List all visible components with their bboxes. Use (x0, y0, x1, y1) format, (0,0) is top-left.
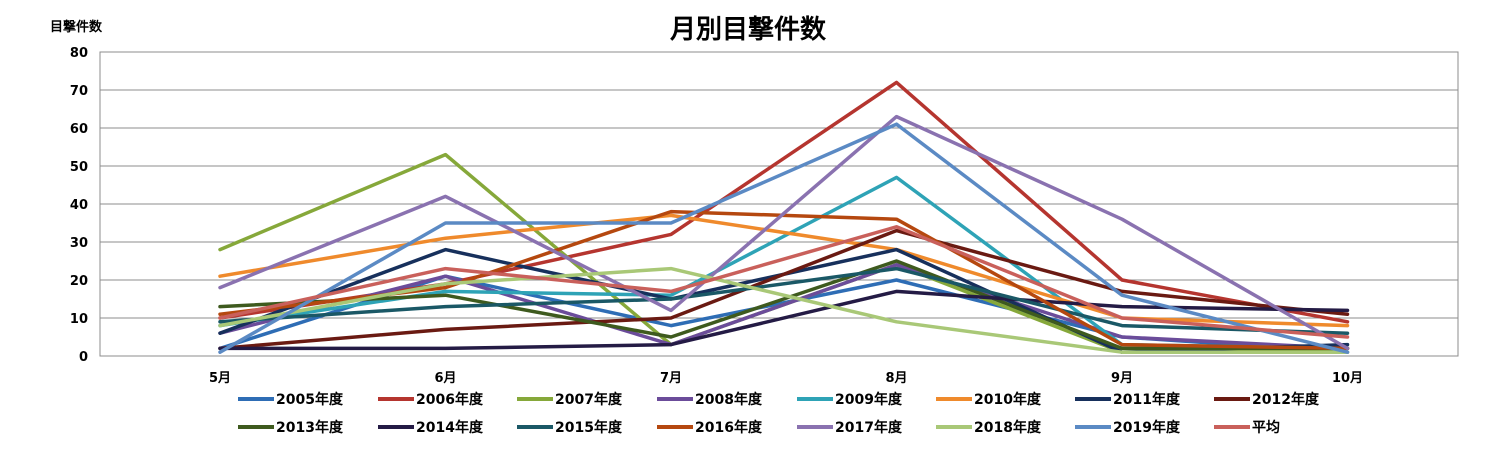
legend: 2005年度 2006年度 2007年度 2008年度 2009年度 2010年度 2011… (238, 391, 1320, 436)
legend-label: 2012年度 (1252, 391, 1320, 408)
x-tick-label: 6月 (434, 371, 456, 386)
legend-label: 2016年度 (695, 419, 763, 436)
y-tick-label: 10 (70, 312, 88, 327)
legend-label: 2015年度 (555, 419, 623, 436)
series-line (218, 228, 1350, 351)
legend-label: 2014年度 (416, 419, 484, 436)
x-tick-label: 10月 (1332, 371, 1363, 386)
legend-label: 2006年度 (416, 391, 484, 408)
series-line (218, 266, 1350, 354)
legend-label: 2019年度 (1113, 419, 1181, 436)
y-axis-label: 目撃件数 (50, 19, 103, 35)
legend-label: 2017年度 (835, 419, 903, 436)
x-tick-label: 5月 (209, 371, 231, 386)
legend-label: 2007年度 (555, 391, 623, 408)
y-tick-label: 30 (70, 236, 88, 251)
y-tick-label: 70 (70, 84, 88, 99)
x-tick-label: 7月 (660, 371, 682, 386)
grid-lines (100, 51, 1458, 319)
y-tick-label: 80 (70, 46, 88, 61)
chart-title: 月別目撃件数 (669, 15, 827, 45)
y-tick-label: 60 (70, 122, 88, 137)
series-line (218, 289, 1350, 351)
series-lines (218, 80, 1350, 354)
y-tick-label: 50 (70, 160, 88, 175)
y-axis-ticks: 0 10 20 30 40 50 60 70 80 (70, 46, 88, 365)
plot-border (99, 51, 1459, 357)
legend-label: 2009年度 (835, 391, 903, 408)
y-tick-label: 0 (79, 350, 88, 365)
legend-label: 2011年度 (1113, 391, 1181, 408)
series-line (218, 225, 1350, 339)
series-line (218, 263, 1350, 351)
series-line (218, 122, 1350, 354)
legend-label: 2018年度 (974, 419, 1042, 436)
x-axis-ticks: 5月 6月 7月 8月 9月 10月 (209, 371, 1363, 386)
x-tick-label: 8月 (885, 371, 907, 386)
y-tick-label: 40 (70, 198, 88, 213)
series-line (218, 114, 1350, 351)
legend-label: 2005年度 (276, 391, 344, 408)
series-line (218, 266, 1350, 335)
y-tick-label: 20 (70, 274, 88, 289)
legend-label: 2013年度 (276, 419, 344, 436)
x-tick-label: 9月 (1111, 371, 1133, 386)
legend-label: 平均 (1252, 419, 1280, 436)
plot-area (99, 51, 1459, 357)
series-line (218, 259, 1350, 351)
series-line (218, 80, 1350, 324)
legend-label: 2008年度 (695, 391, 763, 408)
legend-label: 2010年度 (974, 391, 1042, 408)
